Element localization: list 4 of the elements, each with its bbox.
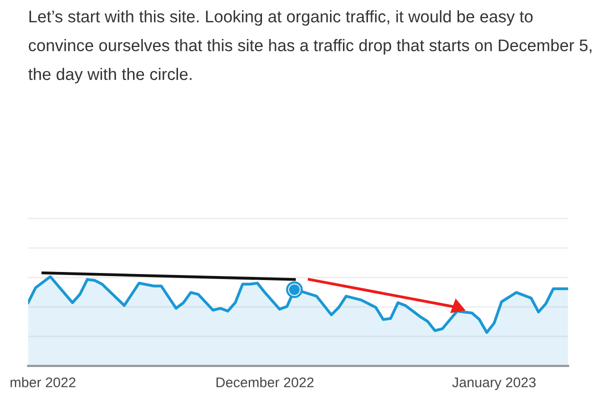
chart-title: Let’s start with this site. Looking at organic traffic, it would be easy to convince ourselves that this site has a traffic drop that starts on December 5, the day with the circle. [28,10,592,84]
x-tick-label: January 2023 [452,377,536,390]
x-tick-label: December 2022 [216,377,314,388]
x-tick-label: mber 2022 [10,377,76,388]
